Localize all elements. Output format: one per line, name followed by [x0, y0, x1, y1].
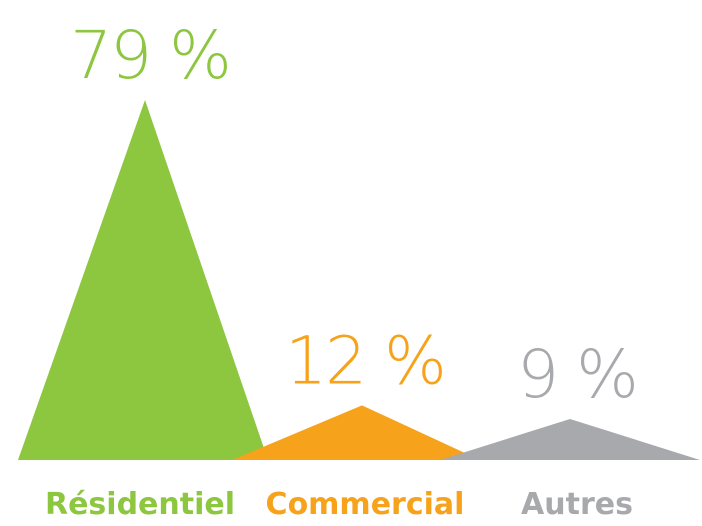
triangle-residentiel: [18, 100, 268, 460]
category-label-autres: Autres: [521, 487, 633, 522]
category-label-group: Résidentiel Commercial Autres: [45, 487, 633, 522]
value-label-group: 79 % 12 % 9 %: [70, 17, 639, 413]
triangle-series: [18, 100, 700, 460]
triangle-commercial: [232, 405, 480, 460]
value-label-autres: 9 %: [517, 336, 637, 413]
category-label-residentiel: Résidentiel: [45, 487, 235, 522]
triangle-autres: [440, 418, 700, 460]
value-label-commercial: 12 %: [285, 322, 445, 399]
category-label-commercial: Commercial: [266, 487, 465, 522]
value-label-residentiel: 79 %: [70, 17, 230, 94]
